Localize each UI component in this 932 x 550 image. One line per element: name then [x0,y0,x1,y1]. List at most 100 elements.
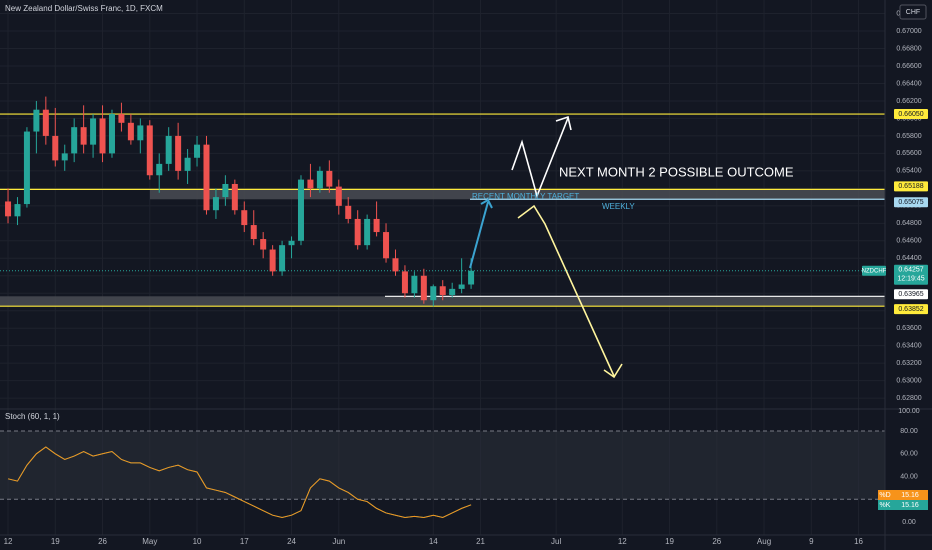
candle-body [345,205,352,219]
candle-body [42,109,49,136]
candle-body [468,270,475,285]
x-tick-label: Aug [757,537,771,546]
candle-body [127,122,134,141]
candle-body [449,288,456,295]
candle-body [392,258,399,272]
x-tick-label: 16 [854,537,863,546]
arrow-target [469,201,489,269]
stoch-tick-label: 80.00 [900,428,918,435]
candle-body [71,127,78,154]
candle-body [260,239,267,250]
arrow-head [480,198,493,209]
x-tick-label: May [142,537,157,546]
symbol: NZDCHF [862,268,887,274]
candle-body [90,118,97,145]
candle-body [184,157,191,171]
x-tick-label: 10 [193,537,202,546]
candle-body [99,118,106,154]
currency: CHF [906,9,920,16]
candle-body [269,249,276,272]
candle-body [146,125,153,176]
x-tick-label: 21 [476,537,485,546]
candle-body [108,114,115,154]
candle-body [420,275,427,301]
candle-body [165,135,172,164]
y-tick-label: 0.66400 [896,80,921,87]
candle-body [297,179,304,241]
candle-body [364,218,371,246]
level-badge [894,197,928,208]
price-badge [894,264,928,285]
candle-body [430,286,437,301]
x-tick-label: 14 [429,537,438,546]
currency-box[interactable] [899,4,927,20]
y-tick-label: 0.67000 [896,28,921,35]
candle-body [156,163,163,176]
candle-body [279,245,286,272]
annotation: WEEKLY [602,202,635,211]
level-label: 0.66050 [898,111,923,118]
stoch-band [0,431,885,500]
candle-body [33,109,40,132]
candle-body [250,225,257,240]
y-tick-label: 0.63000 [896,377,921,384]
y-tick-label: 0.63400 [896,343,921,350]
indicator-pane [0,430,885,519]
y-tick-label: 0.66600 [896,63,921,70]
chart-title: New Zealand Dollar/Swiss Franc, 1D, FXCM [5,4,163,13]
candle-body [326,170,333,187]
candle-body [212,197,219,211]
candle-body [118,114,125,123]
arrow-head [555,115,572,131]
countdown: 12:19:45 [897,276,924,283]
indicator-title: Stoch (60, 1, 1) [5,412,60,421]
candle-body [383,232,390,259]
level-label: 0.65075 [898,199,923,206]
stoch-value: 15.16 [901,492,919,499]
level-badge [894,289,928,300]
candle-body [5,201,12,217]
annotation: NEXT MONTH 2 POSSIBLE OUTCOME [559,164,794,179]
candle-body [335,186,342,206]
y-tick-label: 0.64600 [896,238,921,245]
x-tick-label: 9 [809,537,814,546]
candle-body [307,179,314,189]
candle-body [373,218,380,233]
candle-body [222,183,229,198]
level-label: 0.63852 [898,306,923,313]
level-badge [894,181,928,192]
candle-body [231,183,238,211]
candle-body [23,131,30,205]
symbol-badge [862,265,886,276]
zone [0,296,885,307]
stoch-badge [878,490,928,500]
y-tick-label: 0.63200 [896,360,921,367]
level-badge [894,304,928,315]
x-tick-label: 24 [287,537,296,546]
candle-body [194,144,201,158]
drawings: NEXT MONTH 2 POSSIBLE OUTCOME RECENT MON… [469,115,794,379]
candle-body [137,125,144,141]
candle-body [401,271,408,294]
candle-body [203,144,210,211]
candle-body [80,127,87,145]
stoch-tick-label: 0.00 [902,519,916,526]
stoch-tick-label: 60.00 [900,451,918,458]
y-tick-label: 0.65600 [896,150,921,157]
x-tick-label: Jun [332,537,345,546]
candle-body [52,135,59,161]
annotation: RECENT MONTHLY TARGET [472,192,579,201]
x-tick-label: 17 [240,537,249,546]
legend-label: %D [879,492,890,499]
x-tick-label: 19 [665,537,674,546]
arrow-head [603,363,623,379]
stoch-line [7,446,472,519]
candle-body [439,286,446,295]
x-tick-label: 26 [712,537,721,546]
price-label: 0.64257 [898,267,923,274]
x-tick-label: 12 [4,537,13,546]
level-badge [894,109,928,120]
x-tick-label: 26 [98,537,107,546]
x-tick-label: 19 [51,537,60,546]
